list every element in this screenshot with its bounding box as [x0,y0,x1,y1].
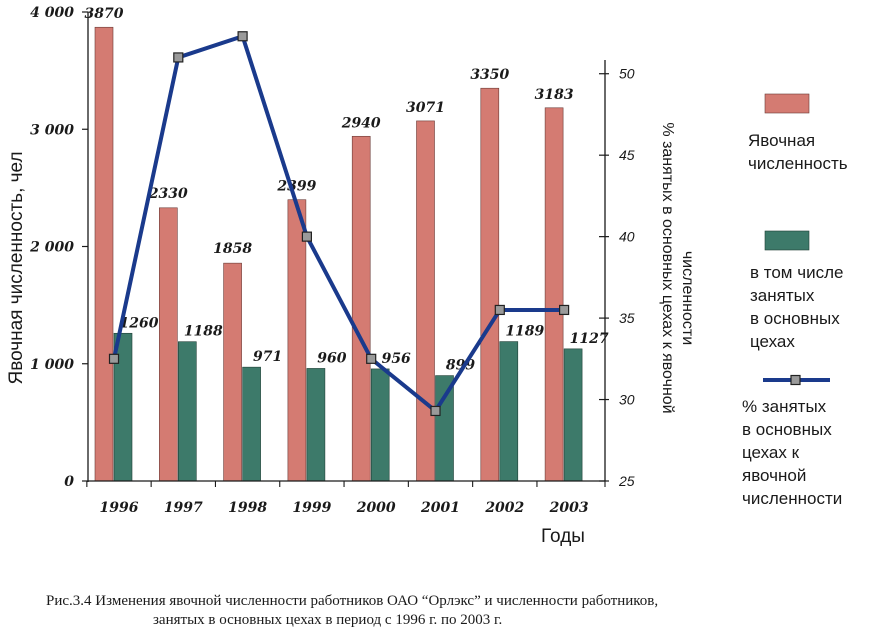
data-label-attendance-2002: 3350 [470,67,509,83]
legend-label-main-shops-line2: занятых [750,286,815,305]
bar-main-shops-1998 [242,366,261,482]
bar-main-shops-1999 [306,368,326,482]
x-axis-tick-label-2003: 2003 [549,500,589,516]
data-label-main-shops-1997: 1188 [184,324,223,340]
left-axis-tick-label-4000: 4 000 [30,5,74,21]
left-axis-tick-label-3000: 3 000 [30,122,74,138]
data-label-attendance-2001: 3071 [406,100,445,116]
bar-main-shops-1997 [178,341,197,482]
axes-group: 0 1 000 2 000 3 000 4 000 1996 1997 1998 1999 200… [29,5,635,516]
percent-marker-2003 [558,304,570,316]
data-label-main-shops-1996: 1260 [120,315,159,331]
legend-label-percent-line3: цехах к [742,443,800,462]
legend-swatch-main-shops [764,230,810,251]
bar-явочная-численность-2001 [416,120,435,482]
data-label-attendance-1997: 2330 [148,186,188,202]
x-axis-tick-label-2000: 2000 [356,500,396,516]
left-axis-tick-label-0: 0 [64,474,74,490]
percent-marker-1997 [173,52,184,63]
legend: Явочная численность в том числе занятых в ос… [742,93,848,508]
x-axis-tick-label-1998: 1998 [228,500,267,516]
bar-явочная-численность-1996 [94,26,114,482]
data-label-main-shops-1999: 960 [317,350,346,366]
right-axis-tick-label-25: 25 [618,473,635,489]
percent-marker-1996 [108,353,120,364]
x-axis-tick-label-2002: 2002 [484,500,524,516]
legend-label-main-shops-line3: в основных [750,309,840,328]
data-label-attendance-2003: 3183 [535,87,574,103]
bar-main-shops-2001 [435,375,454,482]
legend-label-main-shops-line1: в том числе [750,263,843,282]
legend-label-percent-line4: явочной [742,466,806,485]
legend-label-attendance-line2: численность [748,154,848,173]
percent-marker-2001 [430,405,441,417]
bar-явочная-численность-2002 [480,87,500,482]
percent-line [112,34,565,413]
right-axis-title-line2: численности [679,251,696,345]
figure-caption-line1: Рис.3.4 Изменения явочной численности ра… [46,593,659,609]
data-label-main-shops-2002: 1189 [505,324,544,340]
legend-label-main-shops-line4: цехах [750,332,795,351]
bar-явочная-численность-2000 [351,135,371,482]
right-axis-tick-label-40: 40 [619,229,635,245]
bar-явочная-численность-1997 [159,207,178,482]
bar-main-shops-2000 [370,368,390,482]
data-label-main-shops-1998: 971 [253,349,282,365]
bar-явочная-численность-1998 [223,262,242,482]
bar-main-shops-2002 [499,341,519,482]
bars-group [94,26,583,482]
right-axis-title-line1: % занятых в основных цехах к явочной [659,122,676,413]
x-axis-tick-label-1997: 1997 [164,500,203,516]
left-axis-tick-label-1000: 1 000 [30,357,74,373]
data-label-main-shops-2003: 1127 [570,331,609,347]
legend-label-percent-line1: % занятых [742,397,827,416]
bar-явочная-численность-1999 [287,199,307,482]
x-axis-tick-label-1999: 1999 [292,500,331,516]
bar-main-shops-2003 [563,348,583,482]
data-label-attendance-1998: 1858 [213,241,252,257]
x-axis-tick-label-1996: 1996 [100,500,139,516]
legend-label-percent-line5: численности [742,489,842,508]
legend-label-attendance-line1: Явочная [748,131,815,150]
figure-caption-line2: занятых в основных цехах в период с 1996… [153,612,503,628]
bar-явочная-численность-2003 [544,107,564,482]
right-axis-tick-label-50: 50 [619,66,635,82]
percent-marker-1999 [301,231,312,242]
x-axis-title: Годы [541,526,585,547]
legend-swatch-attendance [764,93,810,114]
legend-label-percent-line2: в основных [742,420,832,439]
data-label-attendance-1996: 3870 [85,6,124,22]
data-label-attendance-1999: 2399 [276,179,316,195]
left-axis-title: Явочная численность, чел [6,151,27,384]
right-axis-tick-label-45: 45 [619,147,635,163]
percent-marker-1998 [237,31,248,42]
percent-line-group [108,31,570,417]
x-axis-tick-label-2001: 2001 [420,500,460,516]
right-axis-tick-label-30: 30 [619,392,635,408]
percent-marker-2000 [366,353,377,364]
left-axis-tick-label-2000: 2 000 [29,240,74,256]
legend-marker-percent [790,374,801,386]
bar-labels-group: 3870 1260 2330 1188 1858 971 2399 960 2940 956 307… [85,6,609,373]
right-axis-tick-label-35: 35 [619,310,635,326]
percent-marker-2002 [494,304,505,316]
data-label-attendance-2000: 2940 [341,115,381,131]
data-label-main-shops-2000: 956 [382,351,411,367]
